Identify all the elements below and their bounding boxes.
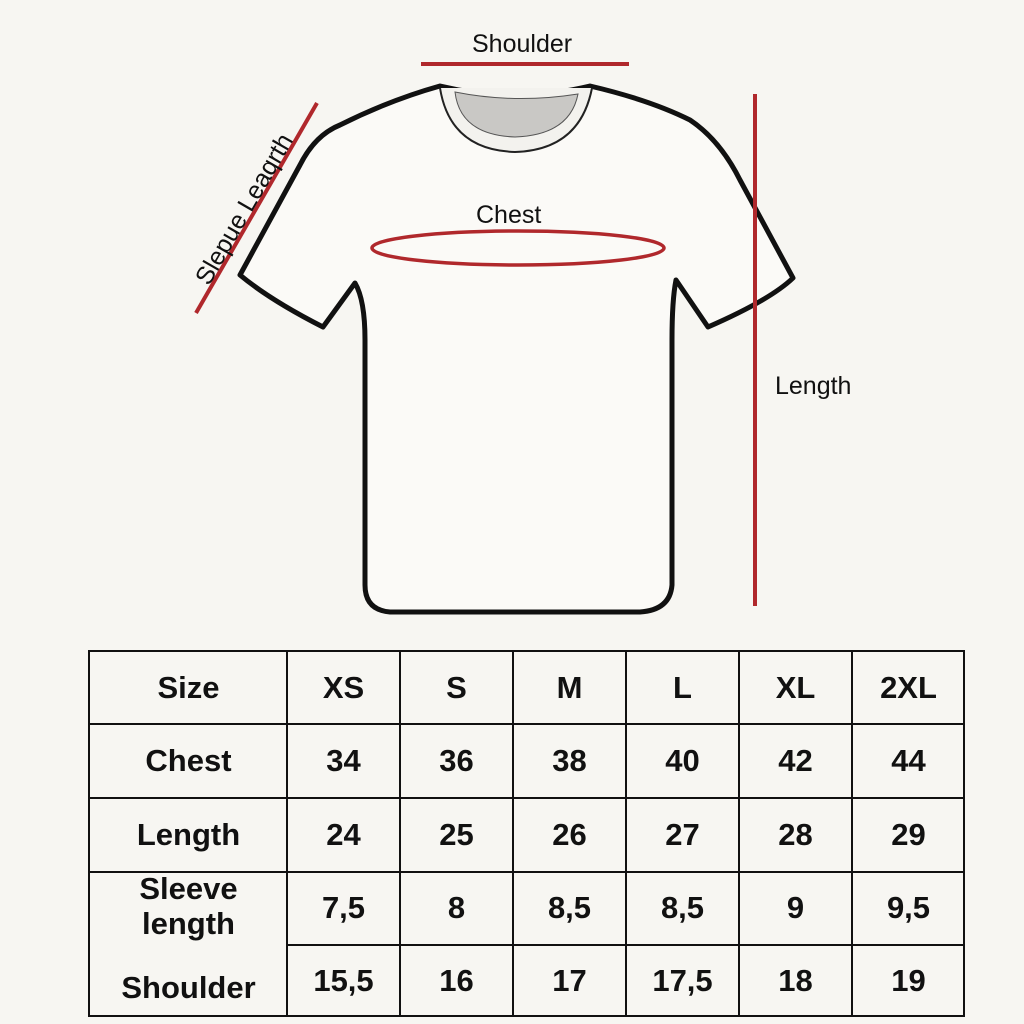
size-chart-table: Size XS S M L XL 2XL Chest 34 36 38 40 42 44 Length 24 2…	[88, 650, 965, 1017]
header-size-m: M	[556, 669, 583, 705]
header-size-s: S	[446, 669, 467, 705]
table-cell: 9,5	[886, 890, 931, 926]
table-cell: 36	[439, 742, 474, 778]
header-size-xs: XS	[322, 669, 365, 705]
chest-measure-line	[370, 229, 666, 267]
table-cell: 28	[778, 816, 813, 852]
table-cell: 17,5	[652, 962, 713, 998]
header-size-xl: XL	[775, 669, 816, 705]
table-cell: 17	[552, 962, 587, 998]
table-cell: 40	[665, 742, 700, 778]
table-cell: 25	[439, 816, 474, 852]
table-cell: 29	[891, 816, 926, 852]
table-cell: 8,5	[660, 890, 705, 926]
header-size-l: L	[673, 669, 692, 705]
table-cell: 27	[665, 816, 700, 852]
table-cell: 44	[891, 742, 926, 778]
table-cell: 34	[326, 742, 361, 778]
table-cell: 38	[552, 742, 587, 778]
table-cell: 8,5	[547, 890, 592, 926]
table-cell: 8	[447, 890, 466, 926]
header-size: Size	[157, 669, 220, 705]
row-label: Sleeve length	[139, 871, 238, 941]
row-label: Shoulder	[121, 969, 256, 1005]
chest-label: Chest	[476, 201, 542, 229]
table-cell: 9	[786, 890, 805, 926]
shoulder-label: Shoulder	[472, 30, 573, 58]
row-label: Chest	[145, 742, 232, 778]
tshirt-illustration	[194, 62, 796, 615]
table-cell: 7,5	[321, 890, 366, 926]
table-cell: 18	[778, 962, 813, 998]
header-size-2xl: 2XL	[880, 669, 937, 705]
table-cell: 42	[778, 742, 813, 778]
row-label: Length	[136, 816, 241, 852]
table-cell: 19	[891, 962, 926, 998]
sleeve-measure-line	[194, 102, 319, 314]
table-cell: 15,5	[313, 962, 374, 998]
length-label: Length	[775, 372, 852, 400]
tshirt-outline	[237, 83, 796, 615]
table-cell: 26	[552, 816, 587, 852]
table-cell: 24	[326, 816, 361, 852]
collar-inner	[454, 91, 579, 138]
table-cell: 16	[439, 962, 474, 998]
